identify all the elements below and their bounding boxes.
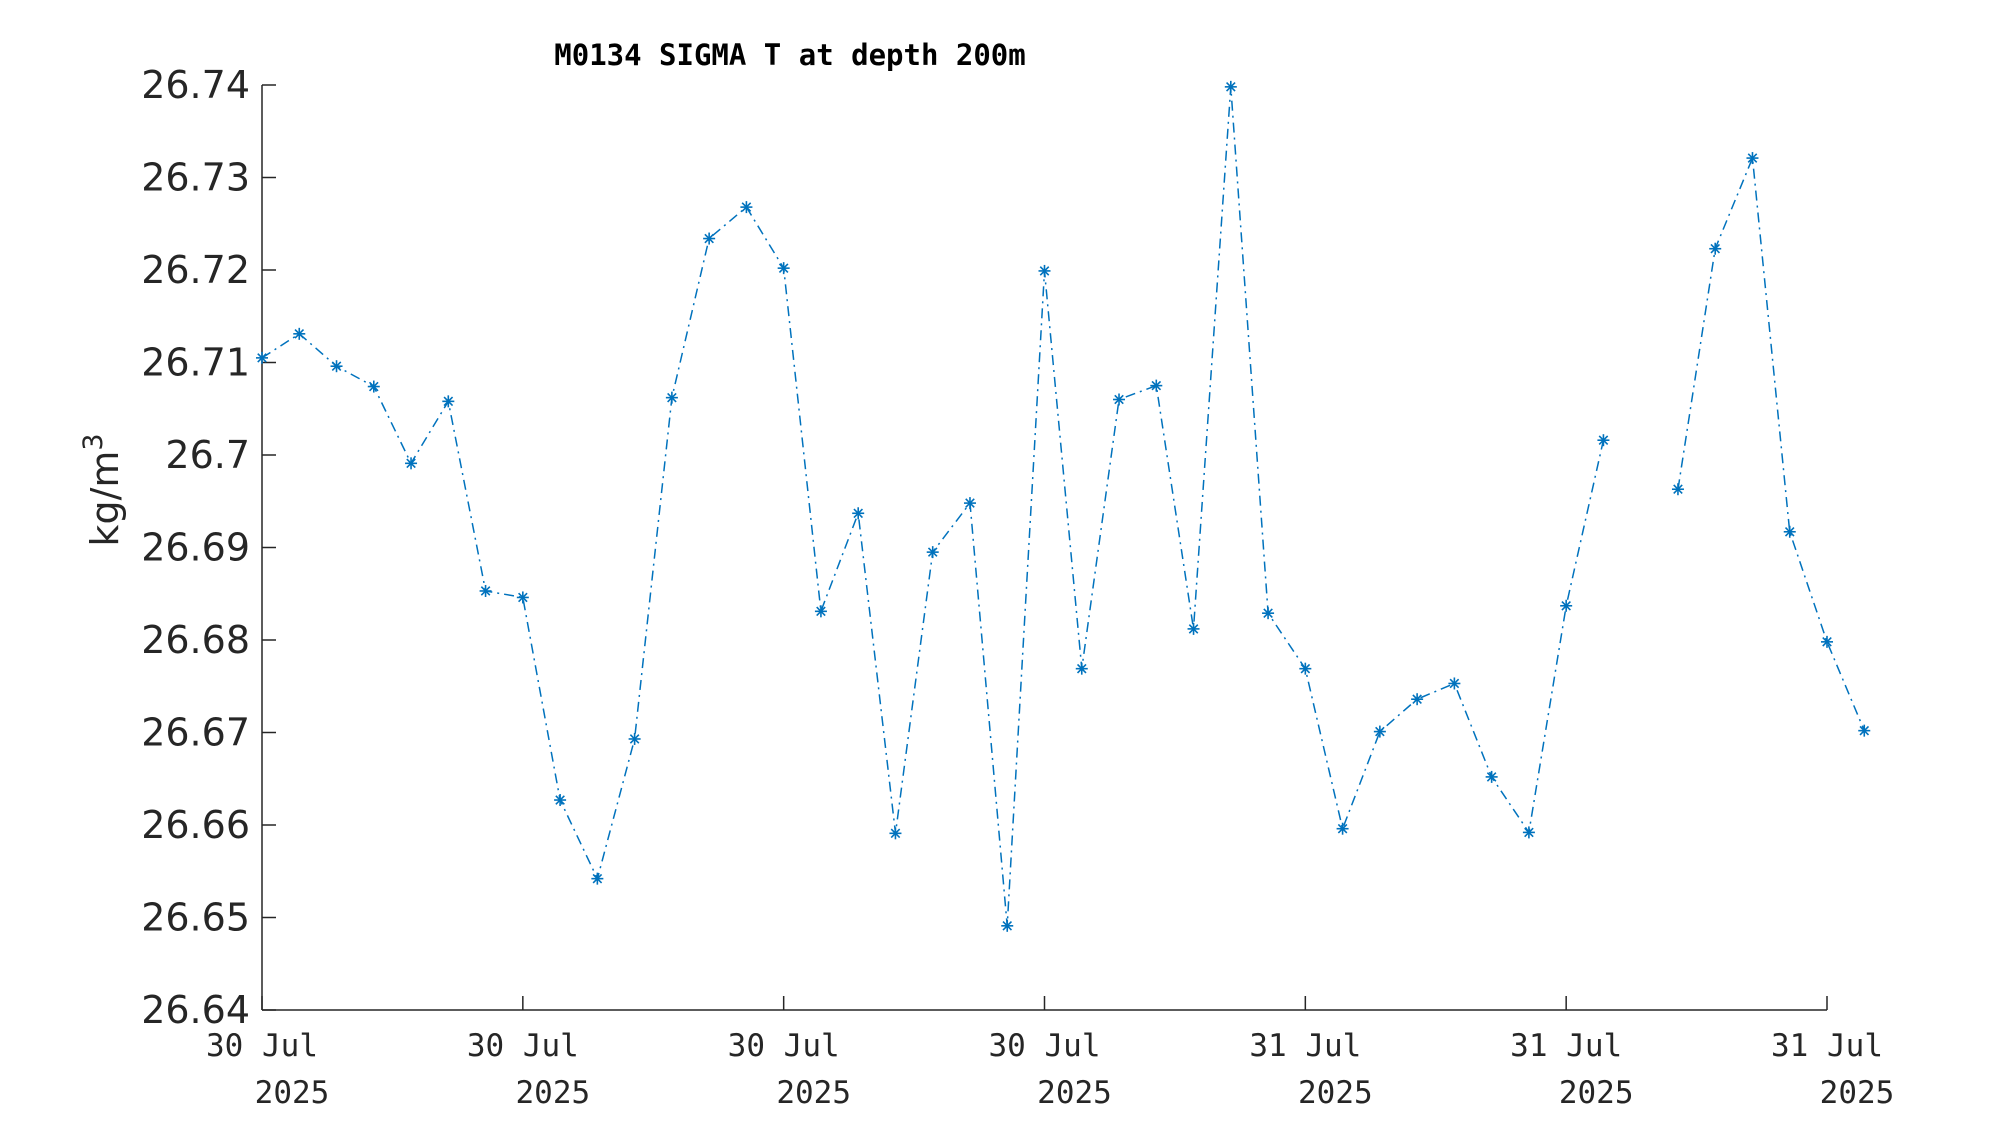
data-point (1709, 242, 1722, 255)
x-tick-label-date: 30 Jul (206, 1028, 318, 1064)
data-point (1411, 693, 1424, 706)
y-tick-label: 26.68 (141, 618, 250, 662)
data-point (1821, 635, 1833, 648)
data-point (516, 591, 529, 604)
x-tick-label-date: 31 Jul (1771, 1028, 1883, 1064)
data-point (479, 584, 492, 597)
data-point (852, 507, 865, 520)
x-tick-label-date: 30 Jul (989, 1028, 1101, 1064)
x-tick-label-year: 2025 (1037, 1075, 1112, 1111)
data-point (1113, 393, 1126, 406)
y-tick-label: 26.67 (141, 711, 250, 755)
x-tick-label-date: 30 Jul (467, 1028, 579, 1064)
data-point (1597, 434, 1610, 447)
data-point (628, 732, 641, 745)
data-point (1485, 770, 1498, 783)
data-point (256, 351, 268, 364)
x-tick-label-year: 2025 (1298, 1075, 1373, 1111)
data-point (1150, 379, 1163, 392)
x-tick-label-year: 2025 (776, 1075, 851, 1111)
data-point (740, 201, 753, 214)
x-tick-label-year: 2025 (255, 1075, 330, 1111)
series-line (261, 86, 1605, 926)
data-point (1336, 822, 1349, 835)
x-tick-label-year: 2025 (516, 1075, 591, 1111)
axes (261, 85, 1827, 1011)
data-series (256, 80, 1871, 932)
y-axis-label-exponent: 3 (78, 433, 109, 450)
x-axis-ticks: 30 Jul 2025 30 Jul 2025 30 Jul 2025 30 Jul 2025… (206, 996, 1894, 1111)
data-point (1001, 919, 1014, 932)
data-point (1746, 152, 1759, 165)
y-tick-label: 26.66 (141, 803, 250, 847)
y-tick-label: 26.71 (141, 341, 250, 385)
data-point (1522, 826, 1535, 839)
y-axis-ticks: 26.64 26.65 26.66 26.67 26.68 26.69 26.7 26.71 2… (141, 63, 276, 1032)
data-point (665, 391, 678, 404)
data-point (963, 497, 976, 510)
data-point (926, 546, 939, 559)
y-tick-label: 26.65 (141, 896, 250, 940)
data-point (1075, 662, 1088, 675)
data-point (1783, 525, 1796, 538)
y-tick-label: 26.73 (141, 156, 250, 200)
data-point (1224, 80, 1237, 93)
data-point (442, 395, 455, 408)
data-point (1448, 677, 1461, 690)
chart-title: M0134 SIGMA T at depth 200m (554, 38, 1025, 72)
series-line (1677, 157, 1865, 731)
data-point (1038, 264, 1051, 277)
data-point (330, 360, 343, 373)
data-point (1560, 599, 1573, 612)
svg-text:kg/m3: kg/m3 (78, 433, 127, 546)
x-tick-label-date: 30 Jul (728, 1028, 840, 1064)
data-point (703, 232, 716, 245)
data-point (777, 262, 790, 275)
x-tick-label-year: 2025 (1820, 1075, 1895, 1111)
data-point (889, 827, 902, 840)
x-tick-label-date: 31 Jul (1249, 1028, 1361, 1064)
y-tick-label: 26.64 (141, 988, 250, 1032)
y-tick-label: 26.74 (141, 63, 250, 107)
data-point (591, 872, 604, 885)
data-point (1373, 725, 1386, 738)
data-point (1262, 607, 1275, 620)
data-point (293, 327, 306, 340)
y-axis-label-text: kg/m (83, 451, 127, 547)
x-tick-label-date: 31 Jul (1510, 1028, 1622, 1064)
data-point (814, 605, 827, 618)
data-point (1187, 622, 1200, 635)
y-tick-label: 26.72 (141, 248, 250, 292)
data-point (1671, 483, 1684, 496)
data-point (1299, 662, 1312, 675)
data-point (554, 794, 567, 807)
data-point (1858, 724, 1871, 737)
y-tick-label: 26.7 (165, 433, 250, 477)
y-tick-label: 26.69 (141, 526, 250, 570)
data-point (405, 457, 418, 470)
y-axis-label: kg/m3 (78, 433, 127, 546)
data-point (367, 380, 380, 393)
x-tick-label-year: 2025 (1559, 1075, 1634, 1111)
